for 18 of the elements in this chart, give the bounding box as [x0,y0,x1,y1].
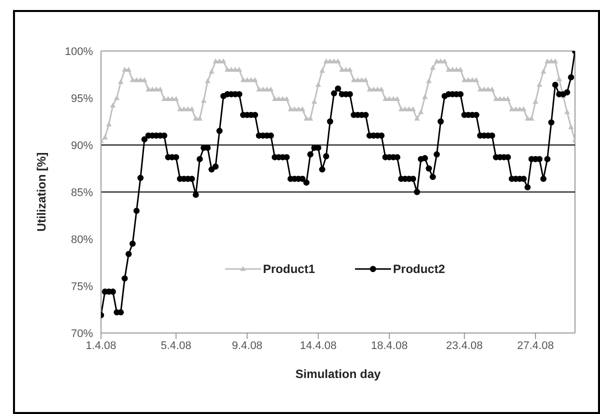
legend-label: Product2 [393,262,446,276]
y-tick-label: 100% [64,46,94,58]
x-axis-title: Simulation day [295,367,381,381]
y-tick-label: 75% [70,280,94,293]
legend-label: Product1 [263,262,316,276]
x-tick-label: 18.4.08 [371,340,408,352]
y-axis-title: Utilization [%] [34,152,48,232]
x-tick-label: 27.4.08 [517,340,554,352]
x-tick-label: 5.4.08 [160,340,192,352]
x-tick-label: 9.4.08 [232,340,262,352]
y-tick-label: 85% [70,186,94,199]
x-tick-label: 14.4.08 [300,340,337,352]
y-tick-label: 80% [70,234,94,246]
x-tick-label: 23.4.08 [446,340,483,352]
y-tick-label: 95% [70,92,94,105]
x-tick-label: 1.4.08 [86,340,116,352]
y-tick-label: 70% [70,328,94,340]
y-tick-label: 90% [70,140,94,152]
